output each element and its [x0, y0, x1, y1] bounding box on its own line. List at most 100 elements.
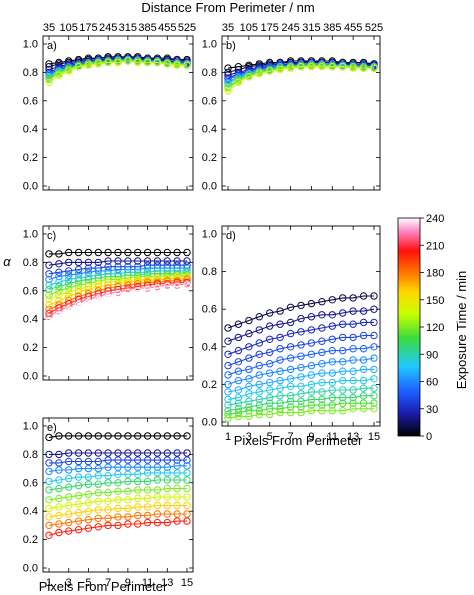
data-point — [173, 493, 181, 501]
data-point — [143, 285, 152, 294]
data-point — [104, 263, 112, 271]
panel-label: e) — [47, 422, 57, 434]
data-point — [339, 309, 347, 317]
x-axis-title-bottom: Pixels From Perimeter — [39, 579, 168, 594]
data-point — [124, 57, 132, 65]
data-point — [104, 58, 112, 67]
data-point — [143, 264, 152, 272]
data-point — [183, 462, 191, 470]
data-point — [255, 407, 263, 415]
panel-d: 0.00.20.40.60.81.01 3 5 7 9 11 13 15d) — [202, 225, 381, 443]
series-t0 — [45, 248, 191, 258]
data-point — [328, 393, 336, 402]
data-point — [307, 313, 316, 321]
data-point — [359, 64, 368, 72]
colorbar-tick-label: 60 — [426, 377, 438, 389]
top-tick-label: 245 — [99, 22, 117, 34]
data-point — [328, 62, 336, 71]
data-point — [104, 479, 112, 487]
data-point — [124, 432, 132, 440]
data-point — [153, 518, 162, 527]
data-point — [153, 284, 162, 292]
x-tick-label: 5 — [85, 577, 91, 589]
data-point — [224, 371, 232, 379]
data-point — [266, 360, 274, 368]
data-point — [370, 331, 378, 340]
data-point — [307, 350, 316, 358]
data-point — [297, 403, 305, 411]
data-point — [163, 60, 172, 68]
data-point — [266, 399, 274, 407]
data-point — [94, 432, 103, 440]
data-point — [45, 312, 53, 321]
panel-e: 0.00.20.40.60.81.01 3 5 7 9 11 13 15e) — [23, 417, 194, 589]
data-point — [74, 473, 83, 481]
data-point — [74, 508, 83, 517]
data-point — [153, 493, 162, 501]
data-point — [245, 329, 253, 338]
data-point — [114, 265, 122, 274]
data-point — [349, 386, 357, 394]
plot-frame — [42, 417, 194, 573]
colorbar-tick-label: 120 — [426, 322, 444, 334]
data-point — [84, 264, 93, 272]
data-point — [143, 503, 152, 511]
data-point — [74, 277, 83, 285]
data-point — [134, 449, 142, 457]
data-point — [339, 358, 347, 366]
data-point — [224, 87, 232, 95]
data-point — [286, 397, 295, 405]
data-point — [286, 392, 295, 400]
data-point — [84, 480, 93, 488]
data-point — [143, 449, 152, 457]
data-point — [255, 371, 263, 379]
y-tick-label: 0.2 — [23, 152, 38, 164]
data-point — [339, 393, 347, 402]
data-point — [276, 399, 284, 407]
data-point — [45, 309, 53, 318]
data-point — [65, 67, 73, 75]
data-point — [153, 486, 162, 494]
top-tick-label: 525 — [365, 22, 383, 34]
data-point — [84, 499, 93, 507]
data-point — [55, 459, 63, 467]
data-point — [224, 395, 232, 404]
data-point — [134, 511, 142, 520]
data-point — [74, 500, 83, 508]
data-point — [94, 497, 103, 505]
colorbar-gradient — [397, 217, 421, 437]
data-point — [124, 487, 132, 495]
data-point — [153, 257, 162, 265]
x-tick-label: 3 — [246, 431, 252, 443]
y-tick-label: 0.0 — [202, 181, 217, 193]
data-point — [134, 463, 142, 471]
data-point — [173, 484, 181, 493]
data-point — [266, 378, 274, 387]
data-point — [143, 511, 152, 520]
data-point — [234, 386, 243, 394]
data-point — [359, 318, 368, 327]
data-point — [143, 469, 152, 477]
data-point — [45, 301, 53, 309]
data-point — [349, 345, 357, 353]
data-point — [276, 384, 284, 392]
data-point — [286, 375, 295, 383]
data-point — [65, 292, 73, 301]
data-point — [359, 376, 368, 385]
plot-frame — [42, 35, 194, 191]
data-point — [65, 518, 73, 527]
data-point — [45, 513, 53, 521]
data-point — [183, 61, 191, 70]
data-point — [45, 65, 53, 74]
data-point — [183, 456, 191, 464]
data-point — [104, 497, 112, 505]
data-point — [266, 410, 274, 419]
panel-b: 0.0 0.2 0.4 0.6 0.8 1.0 35 105 175 245 315 385 455 52… — [202, 22, 383, 193]
data-point — [143, 463, 152, 471]
data-point — [255, 326, 263, 334]
data-point — [94, 523, 103, 531]
data-point — [94, 464, 103, 473]
data-point — [328, 401, 336, 409]
series-t10 — [224, 292, 378, 332]
data-point — [45, 275, 53, 284]
